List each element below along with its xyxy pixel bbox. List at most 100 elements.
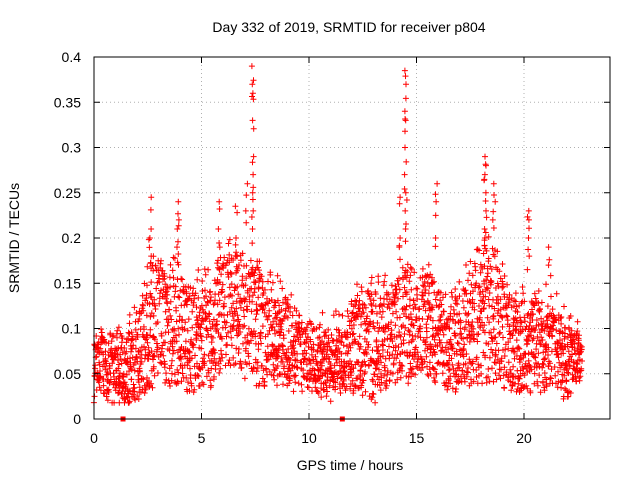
data-point	[504, 317, 511, 324]
data-point	[484, 314, 491, 321]
data-point	[272, 330, 279, 337]
data-point	[543, 376, 550, 383]
peak-point	[524, 213, 531, 220]
data-point	[434, 343, 441, 350]
data-point	[289, 322, 296, 329]
data-point	[226, 236, 233, 243]
data-point	[444, 319, 451, 326]
peak-point	[490, 225, 497, 231]
data-point	[431, 278, 437, 285]
data-point	[135, 396, 142, 402]
data-point	[376, 350, 382, 357]
data-point	[565, 348, 572, 355]
data-point	[395, 344, 402, 351]
data-point	[539, 360, 546, 367]
data-point	[418, 355, 425, 362]
peak-point	[434, 180, 441, 187]
data-point	[147, 313, 154, 320]
data-point	[178, 378, 185, 385]
data-point	[375, 273, 382, 280]
data-point	[501, 384, 508, 391]
data-point	[423, 353, 430, 360]
data-point	[130, 391, 137, 398]
data-point	[425, 290, 432, 297]
peak-point	[481, 171, 488, 178]
data-point	[305, 384, 312, 391]
data-point	[505, 359, 512, 366]
data-point	[493, 340, 500, 347]
data-point	[513, 337, 520, 344]
data-point	[389, 370, 396, 377]
data-point	[229, 326, 236, 332]
data-point	[149, 384, 156, 391]
data-point	[142, 346, 149, 353]
data-point	[298, 381, 305, 388]
peak-point	[397, 194, 404, 201]
data-point	[295, 380, 302, 387]
data-point	[485, 341, 492, 347]
data-point	[440, 294, 446, 301]
data-point	[499, 323, 506, 330]
data-point	[293, 364, 300, 371]
data-point	[456, 310, 463, 317]
peak-point	[402, 116, 409, 122]
x-axis-label: GPS time / hours	[297, 457, 404, 473]
data-point	[205, 352, 212, 359]
peak-point	[146, 244, 153, 251]
peak-point	[402, 238, 409, 245]
data-point	[211, 373, 217, 380]
data-point	[565, 393, 572, 400]
data-point	[225, 329, 231, 336]
data-point	[545, 344, 552, 351]
data-point	[198, 337, 205, 344]
data-point	[105, 389, 112, 395]
data-point	[499, 314, 506, 321]
data-point	[407, 272, 414, 279]
data-point	[357, 343, 364, 350]
data-point	[503, 369, 510, 376]
data-point	[283, 300, 290, 307]
data-point	[268, 286, 275, 293]
data-point	[265, 331, 271, 338]
data-point	[482, 293, 489, 300]
data-point	[256, 380, 263, 387]
data-point	[473, 367, 480, 373]
data-point	[115, 324, 122, 331]
data-point	[457, 319, 464, 326]
peak-point	[175, 222, 182, 229]
data-point	[453, 348, 460, 355]
data-point	[386, 377, 393, 384]
data-point	[197, 330, 204, 337]
data-point	[220, 303, 227, 310]
x-axis-ticks: 0 5 10 15 20	[90, 57, 532, 446]
data-point	[539, 379, 546, 386]
data-point	[167, 298, 174, 305]
data-point	[135, 372, 142, 379]
data-point	[317, 321, 323, 328]
data-point	[172, 283, 179, 290]
data-point	[270, 361, 277, 368]
data-point	[201, 351, 208, 358]
data-point	[375, 328, 382, 335]
data-point	[487, 277, 494, 284]
data-point	[398, 362, 405, 369]
data-point	[259, 323, 266, 330]
data-point	[455, 379, 462, 386]
data-point	[463, 351, 470, 357]
data-point	[257, 276, 264, 282]
data-point	[169, 357, 175, 364]
data-point	[557, 315, 564, 322]
data-point	[142, 385, 149, 392]
data-point	[407, 311, 414, 318]
data-point	[179, 316, 186, 323]
data-point	[189, 308, 196, 315]
data-point	[523, 382, 530, 389]
data-point	[194, 276, 201, 283]
data-point	[490, 312, 497, 319]
data-point	[165, 319, 172, 326]
data-point	[466, 270, 473, 277]
data-point	[219, 335, 225, 342]
data-point	[485, 373, 491, 380]
data-point	[362, 388, 369, 395]
peak-point	[526, 253, 533, 260]
